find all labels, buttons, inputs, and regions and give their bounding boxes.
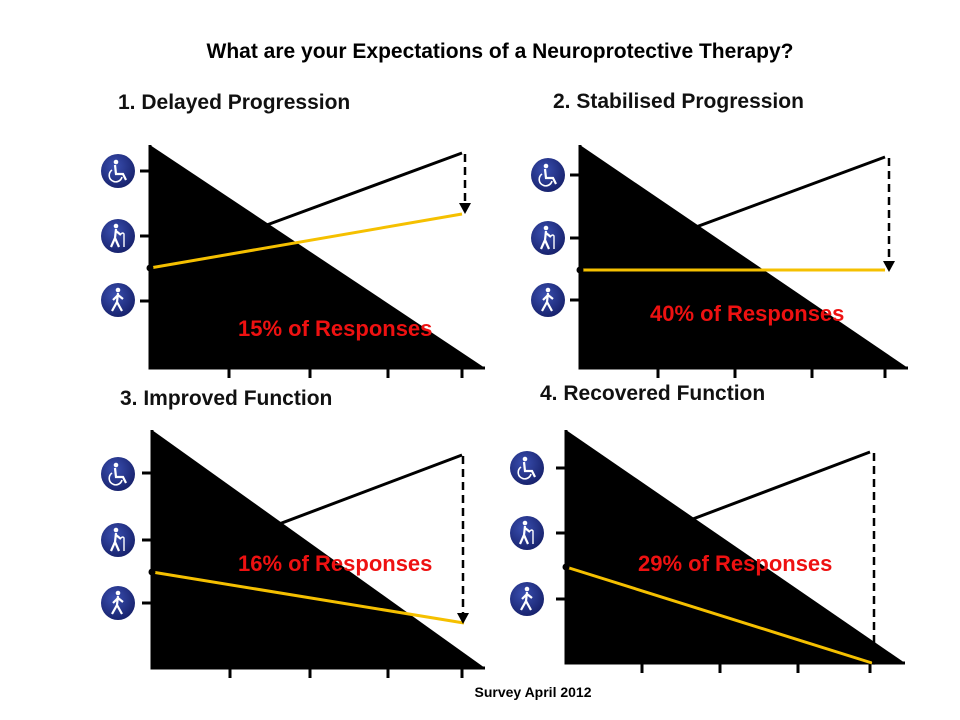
panel-improved-function: 3. Improved Function 16% of Responses: [99, 387, 485, 678]
panel-delayed-progression: 1. Delayed Progression 15% of Responses: [99, 91, 485, 378]
axes: [140, 145, 485, 378]
walking-cane-icon: [529, 219, 567, 257]
wheelchair-icon: [99, 455, 137, 493]
footer-source: Survey April 2012: [475, 684, 592, 700]
walking-cane-icon: [99, 521, 137, 559]
walking-person-icon: [508, 580, 546, 618]
baseline-line: [579, 155, 886, 272]
walking-person-icon: [99, 584, 137, 622]
panel-title: 3. Improved Function: [120, 387, 332, 410]
therapy-line: [149, 212, 463, 270]
therapy-line: [565, 565, 873, 665]
slide-title: What are your Expectations of a Neuropro…: [207, 40, 794, 63]
panel-recovered-function: 4. Recovered Function 29% of Responses: [508, 382, 905, 673]
wheelchair-icon: [99, 152, 137, 190]
walking-cane-icon: [508, 514, 546, 552]
response-percentage: 15% of Responses: [238, 316, 432, 341]
baseline-line: [151, 453, 463, 574]
panel-title: 2. Stabilised Progression: [553, 90, 804, 113]
walking-person-icon: [99, 281, 137, 319]
wheelchair-icon: [529, 156, 567, 194]
axes: [556, 430, 905, 673]
axes: [570, 145, 908, 378]
panel-stabilised-progression: 2. Stabilised Progression 40% of Respons…: [529, 90, 908, 378]
response-percentage: 29% of Responses: [638, 551, 832, 576]
walking-person-icon: [529, 281, 567, 319]
axes: [142, 430, 485, 678]
response-percentage: 40% of Responses: [650, 301, 844, 326]
panel-title: 4. Recovered Function: [540, 382, 765, 405]
walking-cane-icon: [99, 217, 137, 255]
baseline-line: [565, 450, 871, 569]
therapy-line: [151, 570, 465, 625]
panel-title: 1. Delayed Progression: [118, 91, 350, 114]
baseline-line: [149, 151, 463, 270]
wheelchair-icon: [508, 449, 546, 487]
response-percentage: 16% of Responses: [238, 551, 432, 576]
